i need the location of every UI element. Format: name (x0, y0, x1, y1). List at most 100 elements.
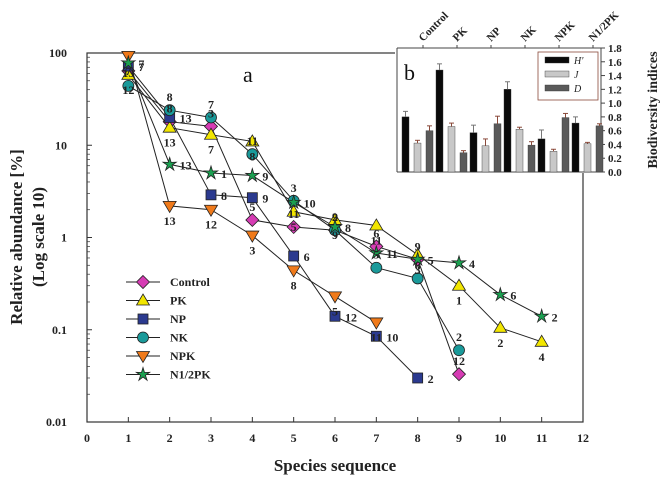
inset-y-axis-title: Biodiversity indices (646, 51, 661, 169)
legend-label-n12pk: N1/2PK (170, 368, 211, 382)
data-point-pk (451, 278, 467, 291)
inset-bar (561, 117, 570, 173)
inset-bar (549, 151, 558, 173)
data-point-n12pk (492, 286, 509, 302)
point-rank-label: 11 (386, 247, 397, 261)
y-tick-label: 100 (49, 46, 67, 60)
point-rank-label: 11 (371, 330, 382, 344)
point-rank-label: 13 (180, 111, 192, 125)
inset-legend-swatch (544, 70, 570, 78)
inset-category-label: N1/2PK (587, 9, 622, 44)
x-tick-label: 2 (167, 431, 173, 445)
point-rank-label: 3 (291, 181, 297, 195)
inset-bar (515, 129, 524, 173)
point-rank-label: 12 (122, 83, 134, 97)
point-rank-label: 6 (304, 250, 310, 264)
point-rank-label: 8 (291, 278, 297, 292)
point-rank-label: 5 (428, 253, 434, 267)
legend-label-npk: NPK (170, 349, 196, 363)
point-rank-label: 7 (208, 97, 214, 111)
point-rank-label: 7 (125, 64, 131, 78)
inset-y-tick-label: 1.4 (608, 71, 622, 83)
x-tick-label: 6 (332, 431, 338, 445)
y-axis-title: Relative abundance [%] (7, 149, 26, 325)
inset-bar (425, 130, 434, 173)
point-rank-label: 13 (180, 158, 192, 172)
data-point-np (246, 192, 258, 204)
x-tick-label: 3 (208, 431, 214, 445)
inset-bar (503, 89, 512, 173)
point-rank-label: 9 (415, 239, 421, 253)
point-rank-label: 1 (456, 294, 462, 308)
inset-y-tick-label: 0.0 (608, 167, 622, 179)
data-point-nk (453, 344, 465, 357)
point-rank-label: 9 (332, 228, 338, 242)
point-rank-label: 4 (539, 350, 545, 364)
data-point-nk (205, 111, 217, 124)
data-point-pk (121, 67, 136, 80)
point-rank-label: 7 (138, 57, 144, 71)
data-point-np (370, 330, 382, 342)
point-rank-label: 2 (497, 336, 503, 350)
inset-bar (435, 69, 444, 173)
data-point-nk (370, 261, 383, 274)
point-rank-label: 10 (304, 196, 316, 210)
point-rank-label: 12 (345, 310, 357, 324)
plot-a-legend: Control PK NP NK NPK N1/2PK (126, 274, 211, 382)
point-rank-label: 9 (332, 210, 338, 224)
inset-y-tick-label: 1.2 (608, 84, 622, 96)
inset-y-tick-label: 1.0 (608, 98, 622, 110)
point-rank-label: 8 (221, 189, 227, 203)
point-rank-label: 7 (208, 143, 214, 157)
data-point-pk (286, 204, 301, 217)
legend-marker-pk (135, 293, 151, 306)
point-rank-label: 4 (469, 257, 475, 271)
data-point-nk (122, 79, 135, 92)
point-rank-label: 11 (371, 233, 382, 247)
point-rank-label: 6 (510, 289, 516, 303)
inset-y-tick-label: 0.6 (608, 126, 622, 138)
inset-category-label: NPK (553, 19, 578, 44)
inset-legend-swatch (544, 84, 570, 92)
point-rank-label: 12 (453, 354, 465, 368)
panel-label-b: b (404, 60, 415, 85)
x-tick-label: 7 (373, 431, 379, 445)
legend-label-control: Control (170, 275, 210, 289)
inset-y-tick-label: 1.6 (608, 57, 622, 69)
point-rank-label: 8 (345, 221, 351, 235)
point-rank-label: 11 (288, 207, 299, 221)
legend-marker-np (137, 313, 149, 325)
point-rank-label: 13 (164, 214, 176, 228)
inset-category-label: Control (417, 10, 451, 44)
legend-label-nk: NK (170, 331, 189, 345)
inset-bar (481, 145, 490, 173)
point-rank-label: 1 (221, 167, 227, 181)
point-rank-label: 7 (138, 60, 144, 74)
x-tick-label: 8 (415, 431, 421, 445)
point-rank-label: 3 (208, 106, 214, 120)
x-tick-label: 5 (291, 431, 297, 445)
point-rank-label: 2 (428, 372, 434, 386)
data-point-nk (411, 272, 424, 285)
legend-label-pk: PK (170, 294, 187, 308)
x-tick-label: 12 (577, 431, 589, 445)
x-tick-label: 0 (84, 431, 90, 445)
y-tick-label: 0.1 (52, 323, 67, 337)
data-point-npk (162, 201, 177, 214)
inset-bar (571, 122, 580, 173)
y-tick-label: 0.01 (46, 415, 67, 429)
data-point-np (288, 250, 300, 262)
data-point-pk (162, 120, 177, 133)
point-rank-label: 3 (415, 263, 421, 277)
inset-bar (537, 138, 546, 173)
data-point-pk (493, 320, 508, 333)
point-rank-label: 13 (164, 136, 176, 150)
inset-y-tick-label: 1.8 (608, 43, 622, 55)
data-point-n12pk (450, 254, 468, 270)
point-rank-label: 8 (167, 90, 173, 104)
point-rank-label: 8 (249, 149, 255, 163)
inset-bar (447, 126, 456, 173)
y-axis-subtitle: (Log scale 10) (29, 187, 48, 287)
